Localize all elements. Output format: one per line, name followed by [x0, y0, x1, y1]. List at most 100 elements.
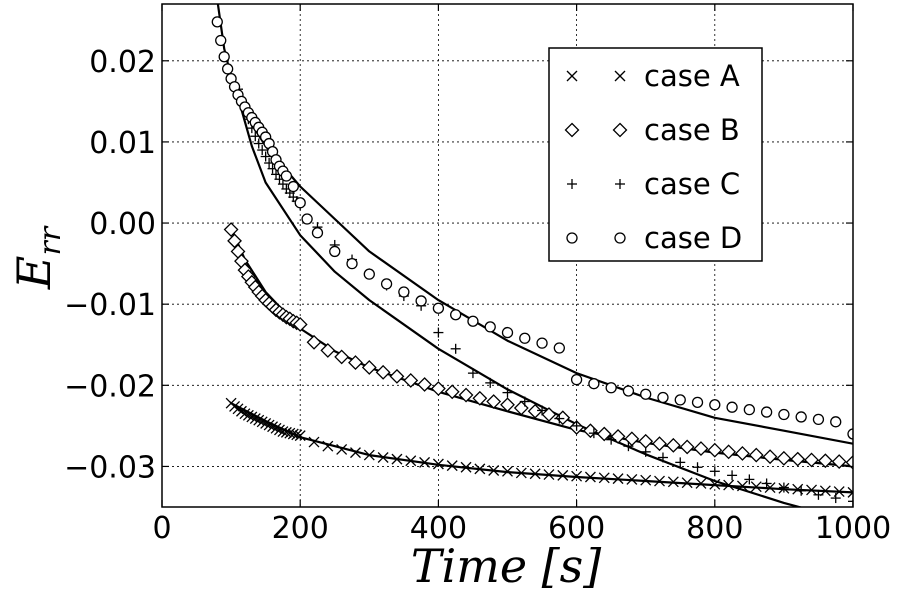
- data-point-case-a: [695, 478, 707, 489]
- data-point-case-a: [263, 419, 275, 431]
- data-point-case-d: [605, 382, 617, 394]
- data-point-case-b: [665, 437, 681, 453]
- data-point-case-b: [527, 403, 543, 419]
- data-point-case-b: [790, 451, 806, 467]
- legend-marker-case-a: [614, 70, 626, 82]
- data-point-case-b: [707, 442, 723, 458]
- data-point-case-b: [486, 394, 502, 409]
- data-point-case-c: [778, 482, 789, 493]
- y-tick-labels: 0.02 0.01 0.00 −0.01 −0.02 −0.03: [64, 45, 156, 486]
- data-point-case-c: [554, 413, 565, 424]
- data-point-case-b: [227, 233, 242, 249]
- data-point-case-a: [277, 426, 289, 438]
- data-point-case-a: [681, 477, 693, 489]
- data-point-case-a: [750, 481, 762, 493]
- data-point-case-a: [598, 472, 610, 484]
- data-point-case-c: [519, 396, 530, 407]
- data-point-case-c: [253, 138, 264, 149]
- data-point-case-b: [652, 436, 667, 452]
- data-point-case-d: [432, 302, 445, 314]
- data-point-case-d: [415, 295, 427, 307]
- data-point-case-d: [743, 403, 755, 416]
- x-axis-title: Time [s]: [411, 539, 601, 593]
- data-point-case-b: [679, 439, 695, 455]
- legend-box: [548, 47, 763, 262]
- data-point-case-d: [795, 411, 807, 423]
- x-tick-label: 200: [272, 511, 329, 546]
- data-point-case-c: [257, 145, 268, 156]
- data-point-case-c: [433, 327, 444, 338]
- data-point-case-a: [291, 429, 303, 441]
- legend-label-case-d: case D: [644, 221, 742, 255]
- data-point-case-c: [744, 474, 755, 485]
- y-axis-title-subscript: rr: [33, 225, 68, 255]
- data-point-case-a: [391, 453, 403, 465]
- data-point-case-d: [760, 406, 773, 418]
- data-point-case-d: [287, 180, 299, 193]
- legend-marker-case-d: [566, 232, 578, 244]
- data-point-case-d: [570, 373, 583, 386]
- data-point-case-c: [450, 343, 461, 354]
- data-point-case-a: [806, 484, 817, 496]
- y-tick-label: 0.02: [89, 45, 156, 80]
- data-point-case-c: [485, 377, 496, 388]
- data-point-case-a: [246, 411, 258, 423]
- data-point-case-b: [389, 368, 405, 384]
- data-point-case-d: [450, 309, 462, 321]
- data-point-case-d: [674, 394, 686, 406]
- data-point-case-b: [306, 334, 322, 350]
- data-point-case-d: [536, 337, 548, 349]
- legend-markers: [564, 70, 628, 244]
- data-point-case-c: [830, 493, 841, 504]
- legend-marker-case-b: [564, 122, 580, 138]
- data-point-case-a: [529, 468, 541, 480]
- legend-label-case-a: case A: [644, 59, 740, 93]
- data-point-case-c: [796, 485, 807, 496]
- data-point-case-d: [221, 63, 234, 75]
- data-point-case-d: [218, 51, 230, 63]
- data-point-case-a: [308, 436, 320, 448]
- data-point-case-d: [691, 396, 704, 408]
- axis-ticks: [161, 4, 854, 507]
- legend-marker-case-a: [566, 70, 578, 82]
- data-point-case-a: [584, 471, 596, 483]
- svg-text:Err: Err: [7, 225, 68, 290]
- data-point-case-a: [239, 408, 251, 420]
- data-point-case-d: [346, 257, 358, 270]
- y-tick-label: 0.01: [89, 126, 156, 161]
- data-point-case-a: [294, 430, 306, 442]
- data-point-case-a: [287, 428, 299, 440]
- data-point-case-a: [256, 416, 268, 428]
- data-point-case-d: [812, 413, 825, 426]
- data-point-case-d: [657, 391, 669, 404]
- data-point-case-c: [848, 496, 853, 507]
- data-point-case-a: [280, 426, 292, 438]
- data-point-case-b: [735, 446, 750, 461]
- data-point-case-a: [274, 424, 285, 436]
- data-point-case-a: [502, 465, 513, 477]
- data-point-case-a: [847, 486, 853, 498]
- data-point-case-d: [847, 428, 853, 440]
- data-point-case-d: [294, 197, 306, 209]
- data-point-case-b: [472, 390, 488, 406]
- data-point-case-a: [612, 473, 624, 485]
- data-point-case-b: [334, 349, 350, 365]
- data-point-case-c: [571, 420, 582, 431]
- data-point-case-a: [543, 469, 555, 481]
- data-point-case-a: [640, 474, 652, 486]
- data-point-case-c: [813, 489, 824, 500]
- data-point-case-c: [502, 387, 513, 398]
- data-point-case-d: [519, 332, 531, 344]
- data-point-case-d: [280, 170, 293, 182]
- data-point-case-d: [640, 388, 652, 400]
- data-point-case-a: [350, 447, 361, 459]
- data-point-case-c: [709, 466, 720, 477]
- data-point-case-a: [819, 485, 831, 497]
- data-point-case-a: [419, 456, 431, 468]
- data-point-case-a: [267, 421, 279, 433]
- data-point-case-d: [709, 399, 721, 411]
- data-point-case-b: [804, 452, 819, 468]
- legend-marker-case-c: [615, 179, 625, 189]
- data-point-case-a: [709, 478, 721, 490]
- data-point-case-a: [488, 465, 500, 476]
